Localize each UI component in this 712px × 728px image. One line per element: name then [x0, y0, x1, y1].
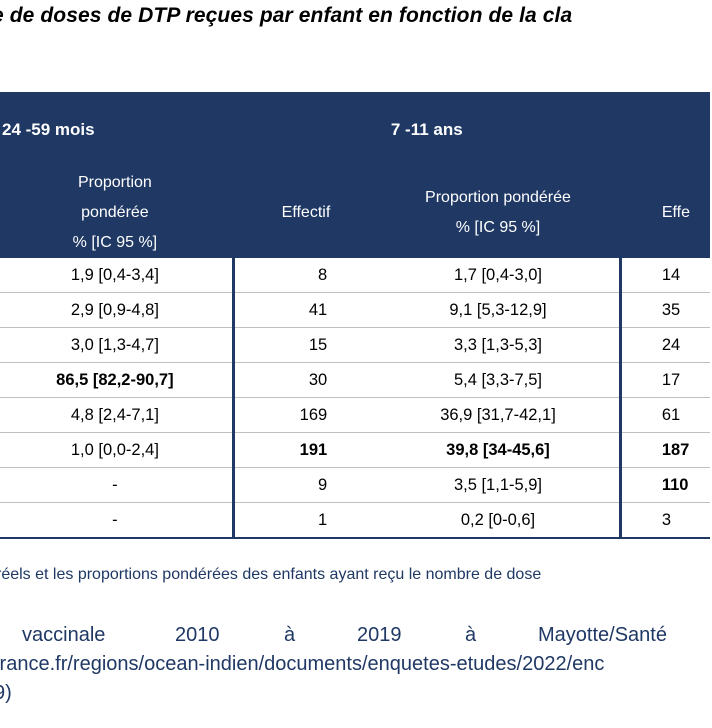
table-cell: 5,4 [3,3-7,5]	[377, 362, 622, 398]
table-cell: 14	[620, 258, 710, 293]
table-cell: 0,2 [0-0,6]	[377, 502, 622, 539]
table-cell: 169	[233, 397, 378, 433]
table-footnote: réels et les proportions pondérées des e…	[0, 566, 542, 583]
table-cell: 15	[233, 327, 378, 363]
table-row: - 9 3,5 [1,1-5,9] 110	[0, 467, 710, 503]
group-header-next	[620, 92, 710, 168]
table-cell: 3,5 [1,1-5,9]	[377, 467, 622, 503]
table-row: 2,9 [0,9-4,8] 41 9,1 [5,3-12,9] 35	[0, 292, 710, 328]
table-cell: 17	[620, 362, 710, 398]
table-cell: 36,9 [31,7-42,1]	[377, 397, 622, 433]
table-row: 1,9 [0,4-3,4] 8 1,7 [0,4-3,0] 14	[0, 258, 710, 293]
col-header-effectif-next: Effe	[620, 168, 710, 258]
table-row: 3,0 [1,3-4,7] 15 3,3 [1,3-5,3] 24	[0, 327, 710, 363]
table-cell: 41	[233, 292, 378, 328]
table-cell: 191	[233, 432, 378, 468]
table-cell: 110	[620, 467, 710, 503]
table-cell: 1,9 [0,4-3,4]	[0, 258, 235, 293]
table-cell: 61	[620, 397, 710, 433]
col-header-effectif-7-11: Effectif	[233, 168, 378, 258]
col-header-proportion-24-59: Proportion pondérée % [IC 95 %]	[0, 168, 235, 258]
table-cell: -	[0, 467, 235, 503]
table-cell: 1	[233, 502, 378, 539]
table-cell: 30	[233, 362, 378, 398]
table-cell: -	[0, 502, 235, 539]
group-header-7-11-years: 7 -11 ans	[233, 92, 622, 168]
table-cell: 9,1 [5,3-12,9]	[377, 292, 622, 328]
table-cell: 2,9 [0,9-4,8]	[0, 292, 235, 328]
table-cell: 39,8 [34-45,6]	[377, 432, 622, 468]
vaccination-table: 24 -59 mois 7 -11 ans Proportion pondéré…	[0, 92, 710, 539]
table-cell: 9	[233, 467, 378, 503]
table-row: 86,5 [82,2-90,7] 30 5,4 [3,3-7,5] 17	[0, 362, 710, 398]
source-line-3: 9)	[0, 682, 12, 704]
table-cell: 24	[620, 327, 710, 363]
table-cell: 1,0 [0,0-2,4]	[0, 432, 235, 468]
source-word: 2019	[357, 624, 402, 646]
source-link[interactable]: france.fr/regions/ocean-indien/documents…	[0, 653, 605, 675]
table-caption: e de doses de DTP reçues par enfant en f…	[0, 4, 573, 27]
source-word: à	[465, 624, 477, 646]
table-cell: 187	[620, 432, 710, 468]
table-cell: 3,3 [1,3-5,3]	[377, 327, 622, 363]
table-row: 1,0 [0,0-2,4] 191 39,8 [34-45,6] 187	[0, 432, 710, 468]
table-cell: 3,0 [1,3-4,7]	[0, 327, 235, 363]
table-cell: 86,5 [82,2-90,7]	[0, 362, 235, 398]
table-cell: 1,7 [0,4-3,0]	[377, 258, 622, 293]
table-row: 4,8 [2,4-7,1] 169 36,9 [31,7-42,1] 61	[0, 397, 710, 433]
group-header-24-59-months: 24 -59 mois	[0, 92, 235, 168]
table-cell: 35	[620, 292, 710, 328]
source-word: vaccinale	[22, 624, 106, 646]
table-row: - 1 0,2 [0-0,6] 3	[0, 502, 710, 539]
table-cell: 4,8 [2,4-7,1]	[0, 397, 235, 433]
table-cell: 3	[620, 502, 710, 539]
source-word: à	[284, 624, 296, 646]
col-header-proportion-7-11: Proportion pondérée % [IC 95 %]	[377, 168, 622, 258]
table-cell: 8	[233, 258, 378, 293]
source-word: 2010	[175, 624, 220, 646]
source-word: Mayotte/Santé	[538, 624, 667, 646]
source-line-1: vaccinale 2010 à 2019 à Mayotte/Santé	[0, 624, 712, 650]
